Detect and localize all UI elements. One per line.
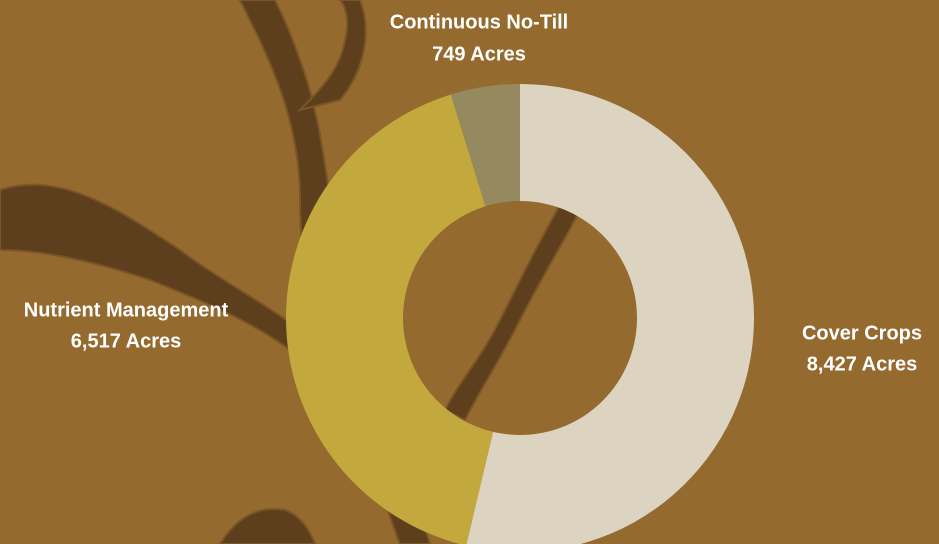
- donut-slice: [286, 94, 494, 544]
- donut-slice: [450, 84, 520, 207]
- donut: [286, 84, 754, 544]
- slice-label: Continuous No-Till: [390, 11, 569, 33]
- slice-label: Cover Crops: [802, 322, 922, 344]
- slice-value-label: 6,517 Acres: [71, 330, 181, 352]
- slice-label: Nutrient Management: [24, 299, 229, 321]
- slice-value-label: 749 Acres: [432, 43, 526, 65]
- slice-value-label: 8,427 Acres: [807, 353, 917, 375]
- donut-slice: [466, 84, 754, 544]
